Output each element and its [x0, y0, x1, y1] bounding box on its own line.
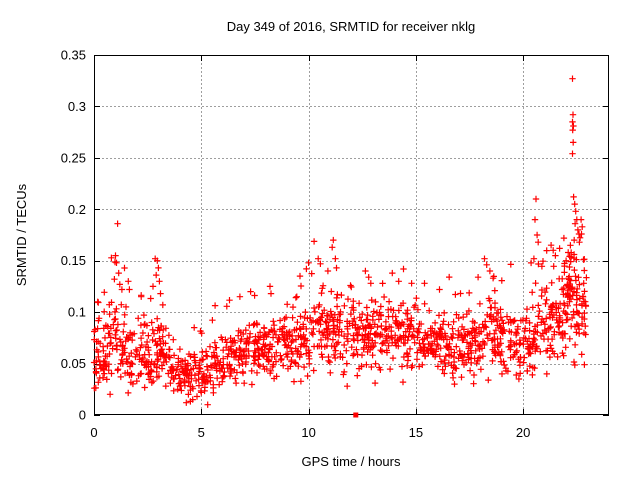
plot-title: Day 349 of 2016, SRMTID for receiver nkl… [227, 19, 476, 34]
y-tick-label: 0 [79, 408, 86, 423]
y-tick-label: 0.15 [61, 253, 86, 268]
axis-ticks [94, 55, 609, 416]
data-points [90, 75, 590, 418]
x-tick-label: 5 [198, 425, 205, 440]
y-tick-label: 0.2 [68, 202, 86, 217]
y-tick-label: 0.1 [68, 305, 86, 320]
x-tick-label: 0 [90, 425, 97, 440]
y-tick-label: 0.05 [61, 356, 86, 371]
y-tick-label: 0.3 [68, 99, 86, 114]
grid-lines [94, 55, 609, 415]
scatter-points-path [90, 75, 590, 408]
x-tick-label: 20 [516, 425, 530, 440]
y-axis-label: SRMTID / TECUs [14, 183, 29, 286]
y-tick-label: 0.25 [61, 150, 86, 165]
y-tick-label: 0.35 [61, 48, 86, 63]
plot-border [94, 55, 609, 415]
tick-labels: 0 0.05 0.1 0.15 0.2 0.25 0.3 0.35 0 5 10 15 20 [61, 48, 531, 441]
x-axis-label: GPS time / hours [302, 454, 401, 469]
zero-axis-square-marker [353, 412, 359, 418]
x-tick-label: 10 [301, 425, 315, 440]
x-tick-label: 15 [409, 425, 423, 440]
